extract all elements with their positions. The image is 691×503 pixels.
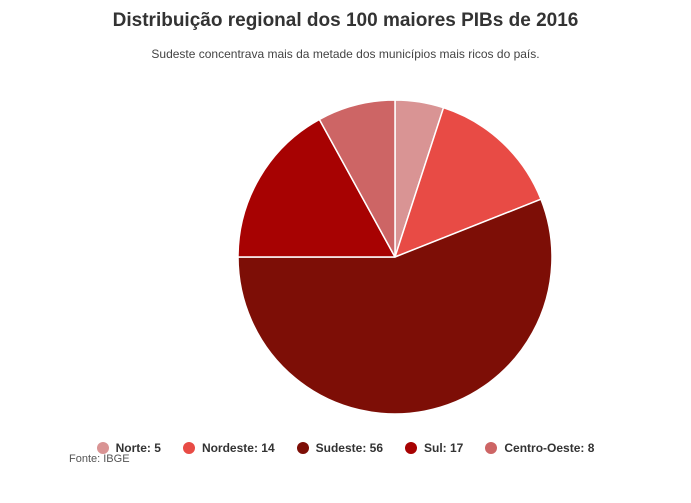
legend-item-norte[interactable]: Norte: 5 <box>96 441 161 455</box>
source-note: Fonte: IBGE <box>69 453 130 465</box>
legend-item-nordeste[interactable]: Nordeste: 14 <box>182 441 275 455</box>
pie-slice-sul[interactable] <box>237 118 396 258</box>
legend-label-sudeste: Sudeste: 56 <box>315 441 383 455</box>
pie-slice-sudeste[interactable] <box>237 198 553 415</box>
legend-item-sul[interactable]: Sul: 17 <box>405 441 463 455</box>
legend-swatch-centro-oeste <box>485 442 498 454</box>
legend-label-norte: Norte: 5 <box>115 441 161 455</box>
legend-swatch-sudeste <box>296 442 309 454</box>
chart-legend: Norte: 5 Nordeste: 14 Sudeste: 56 Sul: 1… <box>0 441 691 455</box>
chart-title: Distribuição regional dos 100 maiores PI… <box>112 10 579 31</box>
legend-swatch-sul <box>405 442 417 454</box>
legend-label-nordeste: Nordeste: 14 <box>201 441 275 455</box>
legend-item-sudeste[interactable]: Sudeste: 56 <box>296 441 383 455</box>
legend-swatch-nordeste <box>182 442 195 454</box>
legend-swatch-norte <box>96 442 109 454</box>
pie-slice-nordeste[interactable] <box>394 106 542 258</box>
legend-label-sul: Sul: 17 <box>424 441 464 455</box>
chart-subtitle: Sudeste concentrava mais da metade dos m… <box>151 47 540 61</box>
legend-label-centro-oeste: Centro-Oeste: 8 <box>504 441 595 455</box>
pie-slice-centro-oeste[interactable] <box>318 99 396 258</box>
legend-item-centro-oeste[interactable]: Centro-Oeste: 8 <box>485 441 594 455</box>
